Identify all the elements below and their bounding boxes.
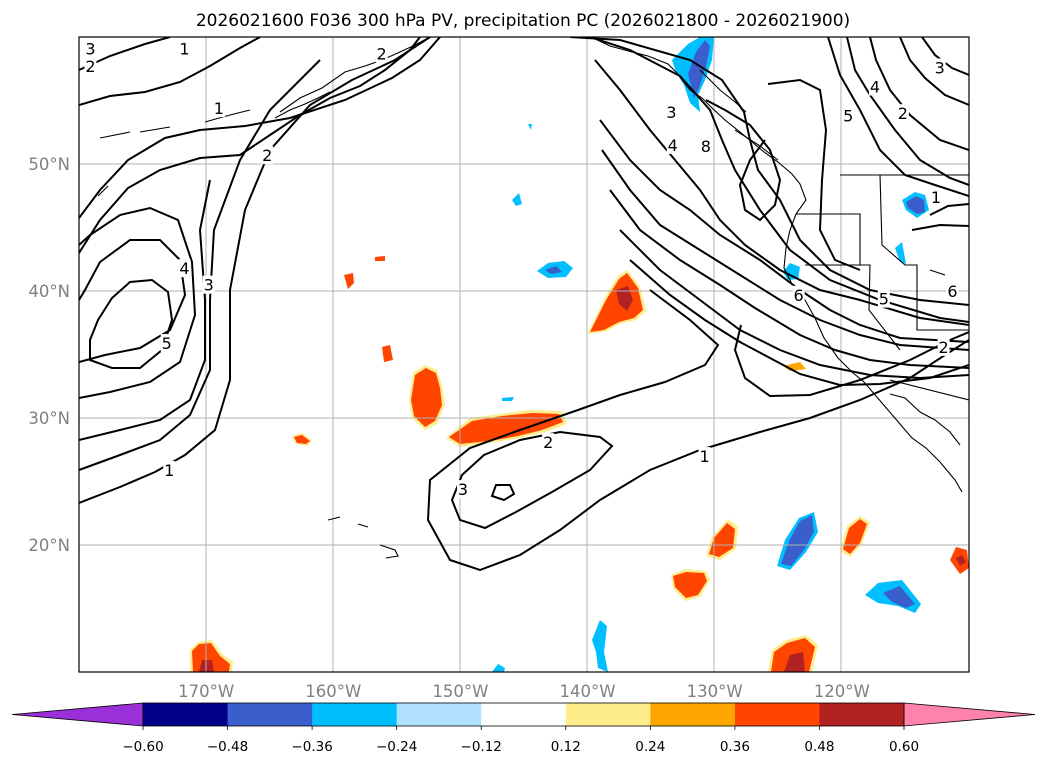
colorbar-segment (650, 703, 736, 726)
gridlines (79, 37, 969, 672)
contour-label: 2 (898, 104, 908, 123)
contour-label-halo (842, 106, 855, 125)
contour-label: 1 (699, 447, 709, 466)
contour-label: 2 (85, 57, 95, 76)
contour-label-halo (178, 39, 191, 58)
contour-label-halo (666, 135, 679, 154)
contour-label-halo (163, 461, 176, 480)
contour-label: 4 (179, 259, 189, 278)
longitude-tick-label: 130°W (687, 682, 743, 701)
contour-label: 3 (458, 480, 468, 499)
contour-label: 2 (543, 433, 553, 452)
colorbar-over-arrow (903, 702, 1036, 727)
contour-label: 2 (377, 45, 387, 64)
contour-label: 6 (794, 286, 804, 305)
colorbar-tick-label: −0.12 (461, 739, 502, 755)
contour-label-halo (933, 58, 946, 77)
contour-label: 6 (947, 282, 957, 301)
contour-label-halo (212, 99, 225, 118)
contour-label-halo (896, 104, 909, 123)
colorbar-segment (396, 703, 482, 726)
contour-label: 1 (164, 461, 174, 480)
precip-positive (190, 256, 969, 672)
colorbar-under-arrow (11, 702, 144, 727)
contour-label-halo (698, 447, 711, 466)
latitude-tick-label: 50°N (28, 155, 70, 174)
contour-label: 1 (214, 99, 224, 118)
contour-label-halo (375, 44, 388, 63)
contour-label: 3 (204, 276, 214, 295)
longitude-tick-label: 140°W (560, 682, 616, 701)
colorbar-segment (734, 703, 820, 726)
latitude-axis: 20°N 30°N 40°N 50°N (28, 155, 70, 555)
longitude-tick-label: 150°W (432, 682, 488, 701)
latitude-tick-label: 20°N (28, 536, 70, 555)
latitude-tick-label: 40°N (28, 282, 70, 301)
contour-label-halo (929, 188, 942, 207)
colorbar-segment (312, 703, 398, 726)
colorbar-segment (565, 703, 651, 726)
contour-label-halo (542, 433, 555, 452)
contour-label: 3 (666, 103, 676, 122)
colorbar-frame (142, 702, 905, 727)
contour-label: 1 (179, 39, 189, 58)
contour-label: 5 (162, 334, 172, 353)
contour-label: 5 (843, 107, 853, 126)
contour-label-halo (178, 259, 191, 278)
contour-label-halo (937, 337, 950, 356)
colorbar-tick-label: −0.36 (291, 739, 332, 755)
longitude-tick-label: 120°W (814, 682, 870, 701)
contour-label-halo (792, 285, 805, 304)
contour-label-halo (84, 57, 97, 76)
contour-label-halo (84, 39, 97, 58)
contour-label-halo (202, 275, 215, 294)
map-title: 2026021600 F036 300 hPa PV, precipitatio… (196, 11, 850, 31)
colorbar-tick-label: 0.12 (551, 739, 581, 755)
contour-label: 8 (701, 137, 711, 156)
colorbar: −0.60 −0.48 −0.36 −0.24 −0.12 0.12 0.24 0.36 0.4… (11, 702, 1036, 755)
map-frame (78, 36, 970, 673)
colorbar-segment (819, 703, 905, 726)
contour-label-halo (160, 334, 173, 353)
colorbar-tick-label: 0.48 (804, 739, 834, 755)
contour-label-halo (946, 282, 959, 300)
contour-label: 3 (935, 58, 945, 77)
contour-label: 3 (85, 39, 95, 58)
contour-label-halo (456, 480, 469, 499)
contour-label-halo (261, 146, 274, 165)
contour-label-halo (877, 289, 890, 308)
contour-label: 2 (938, 338, 948, 357)
longitude-axis: 170°W 160°W 150°W 140°W 130°W 120°W (178, 682, 870, 701)
colorbar-tick-label: 0.36 (720, 739, 750, 755)
contour-label-halo (868, 77, 881, 96)
colorbar-tick-label: −0.24 (376, 739, 417, 755)
latitude-tick-label: 30°N (28, 409, 70, 428)
colorbar-tick-label: −0.48 (207, 739, 248, 755)
contour-label-halo (665, 102, 678, 121)
colorbar-tick-label: −0.60 (122, 739, 163, 755)
precip-negative (492, 37, 929, 672)
longitude-tick-label: 170°W (178, 682, 234, 701)
colorbar-tick-label: 0.60 (889, 739, 919, 755)
contour-label: 1 (931, 188, 941, 207)
colorbar-segment (481, 703, 567, 726)
longitude-tick-label: 160°W (305, 682, 361, 701)
contour-label: 2 (262, 146, 272, 165)
contour-label: 4 (870, 78, 880, 97)
contour-label-halo (699, 137, 712, 156)
contour-label: 4 (668, 136, 678, 155)
colorbar-segment (227, 703, 313, 726)
contour-label: 5 (879, 290, 889, 309)
colorbar-tick-label: 0.24 (635, 739, 665, 755)
colorbar-segment (143, 703, 229, 726)
